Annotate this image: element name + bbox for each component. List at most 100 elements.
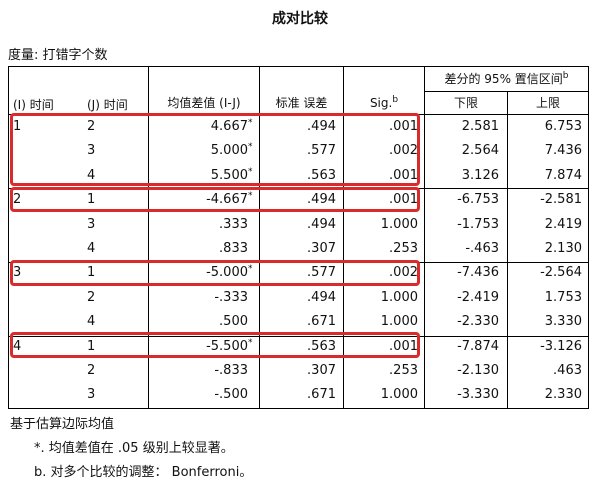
ci-header-divider [424,91,588,92]
cell-hi: 7.436 [544,143,582,158]
cell-i [13,313,73,331]
cell-sig: .001 [389,119,418,134]
cell-lo: -.463 [465,241,499,256]
cell-hi: 7.874 [544,168,582,183]
header-i: (I) 时间 [13,98,54,112]
cell-lo: -7.874 [457,339,499,354]
cell-hi: -3.126 [540,339,582,354]
cell-md: -.333 [214,290,248,305]
cell-se: .307 [307,363,336,378]
cell-j: 4 [87,168,96,183]
cell-i: 2 [13,192,22,207]
cell-j: 2 [87,363,96,378]
cell-md: 4.667* [210,117,253,134]
cell-sig: 1.000 [380,290,418,305]
cell-i [13,362,73,380]
footnote-significance: *. 均值差值在 .05 级别上较显著。 [34,441,234,456]
cell-md: .333 [219,217,248,232]
cell-j: 3 [87,143,96,158]
cell-j: 1 [87,192,96,207]
cell-se: .577 [307,265,336,280]
cell-sig: .001 [389,339,418,354]
cell-lo: -2.130 [457,363,499,378]
cell-j: 4 [87,241,96,256]
cell-lo: -1.753 [457,217,499,232]
cell-md: -.500 [214,387,248,402]
highlight-row-2-1 [10,187,420,212]
pairwise-table: (I) 时间 (J) 时间 均值差值 (I-J) 标准 误差 Sig.b 差分的… [8,66,589,409]
cell-sig: .002 [389,265,418,280]
header-lower: 下限 [453,96,478,110]
cell-se: .671 [307,314,336,329]
cell-lo: 2.581 [461,119,499,134]
cell-j: 1 [87,265,96,280]
cell-j: 3 [87,387,96,402]
cell-sig: .001 [389,168,418,183]
cell-i [13,216,73,234]
cell-j: 2 [87,119,96,134]
cell-se: .563 [307,168,336,183]
highlight-group-1 [10,113,420,186]
cell-j: 2 [87,290,96,305]
footnote-adjustment: b. 对多个比较的调整： Bonferroni。 [34,465,253,480]
cell-md: .833 [219,241,248,256]
cell-lo: 3.126 [461,168,499,183]
cell-sig: 1.000 [380,217,418,232]
cell-md: -5.500* [206,337,253,354]
highlight-row-3-1 [10,260,420,286]
cell-hi: 2.330 [544,387,582,402]
table-title: 成对比较 [272,11,328,27]
cell-md: -5.000* [206,263,253,280]
cell-hi: 6.753 [544,119,582,134]
cell-lo: -2.330 [457,314,499,329]
cell-md: 5.000* [210,141,253,158]
cell-i: 3 [13,265,22,280]
cell-sig: .253 [389,241,418,256]
cell-se: .307 [307,241,336,256]
cell-j: 3 [87,217,96,232]
cell-se: .671 [307,387,336,402]
group-divider [9,336,588,337]
cell-hi: -2.581 [540,192,582,207]
cell-j: 4 [87,314,96,329]
cell-se: .494 [307,119,336,134]
cell-sig: .002 [389,143,418,158]
cell-md: 5.500* [210,166,253,183]
col-divider [343,67,344,408]
highlight-row-4-1 [10,332,420,358]
cell-md: .500 [219,314,248,329]
cell-sig: .001 [389,192,418,207]
cell-se: .494 [307,290,336,305]
cell-sig: 1.000 [380,387,418,402]
cell-hi: 3.330 [544,314,582,329]
cell-se: .577 [307,143,336,158]
header-ci: 差分的 95% 置信区间b [444,71,569,87]
cell-hi: .463 [553,363,582,378]
cell-md: -.833 [214,363,248,378]
col-divider [259,67,260,408]
col-divider [148,67,149,408]
cell-hi: 1.753 [544,290,582,305]
header-j: (J) 时间 [87,98,128,112]
cell-j: 1 [87,339,96,354]
cell-se: .494 [307,192,336,207]
cell-lo: -3.330 [457,387,499,402]
cell-i [13,386,73,404]
cell-md: -4.667* [206,190,253,207]
cell-lo: -2.419 [457,290,499,305]
header-std-err: 标准 误差 [275,96,328,110]
cell-i [13,289,73,307]
col-divider [424,67,425,408]
cell-se: .494 [307,217,336,232]
col-divider [507,91,508,408]
cell-hi: -2.564 [540,265,582,280]
cell-hi: 2.419 [544,217,582,232]
measure-label: 度量: 打错字个数 [8,48,108,63]
cell-lo: -6.753 [457,192,499,207]
cell-i: 4 [13,339,22,354]
cell-sig: 1.000 [380,314,418,329]
cell-lo: 2.564 [461,143,499,158]
cell-i [13,240,73,258]
cell-se: .563 [307,339,336,354]
cell-hi: 2.130 [544,241,582,256]
